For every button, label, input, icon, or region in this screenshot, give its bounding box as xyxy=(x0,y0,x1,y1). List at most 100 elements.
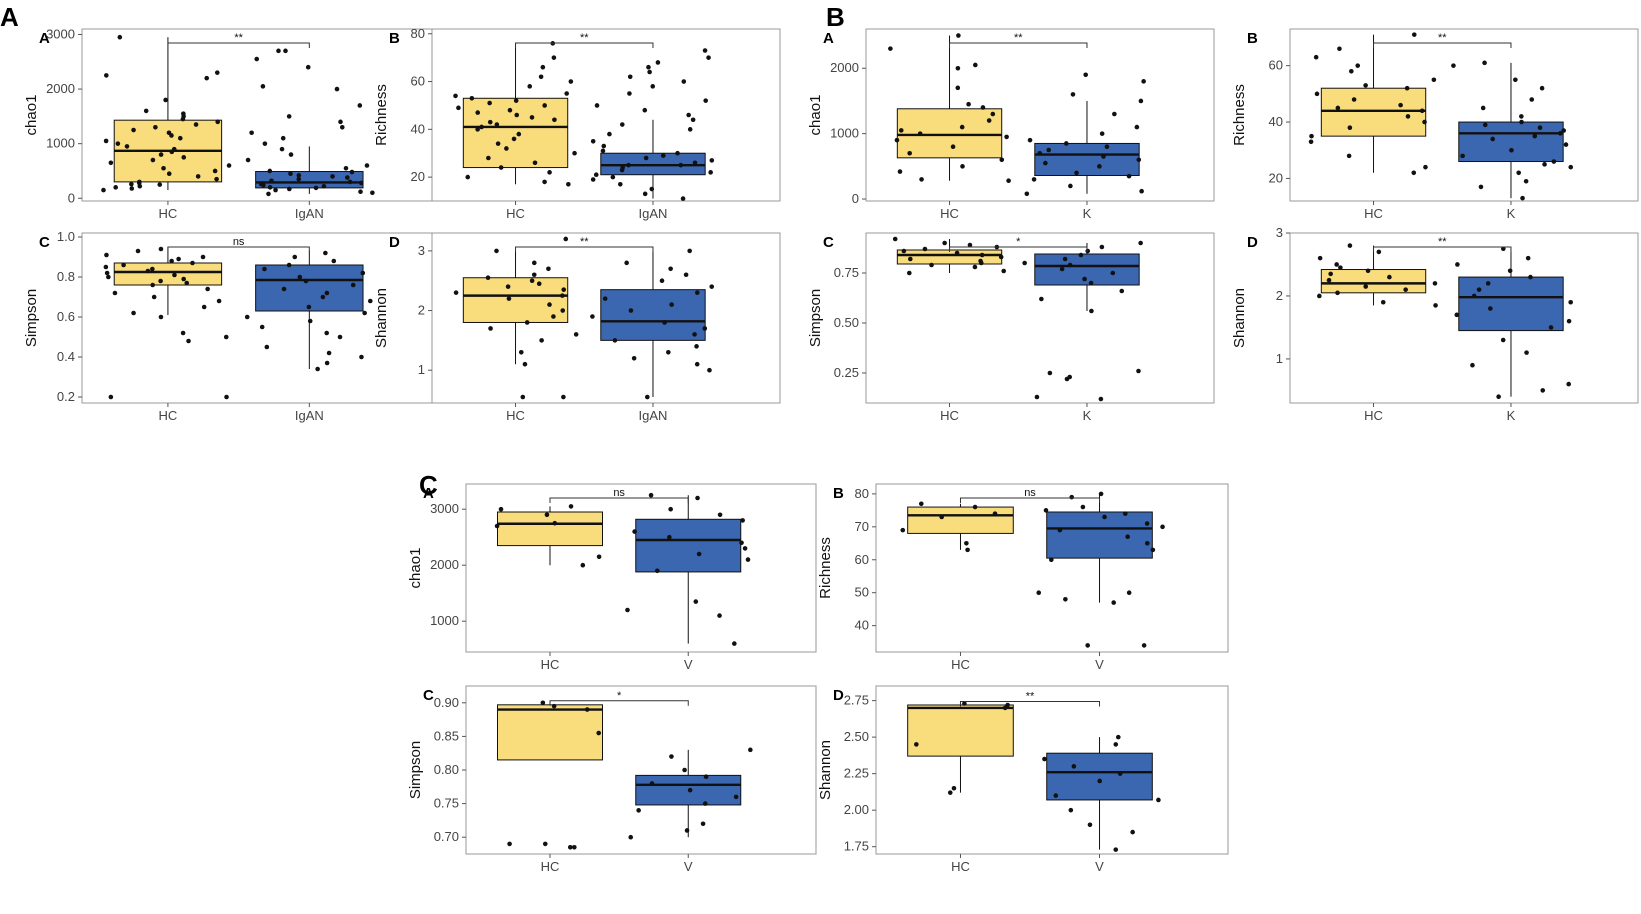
data-point xyxy=(695,290,700,295)
data-point xyxy=(901,248,907,254)
significance-label: ** xyxy=(234,32,243,44)
data-point xyxy=(216,298,222,304)
significance-label: ns xyxy=(613,487,625,499)
data-point xyxy=(360,270,366,276)
significance-label: ** xyxy=(580,32,589,44)
data-point xyxy=(1423,164,1428,170)
y-axis-title: chao1 xyxy=(807,95,824,136)
data-point xyxy=(733,794,739,800)
data-point xyxy=(1037,150,1043,156)
data-point xyxy=(161,165,166,171)
significance-bracket xyxy=(515,42,654,48)
data-point xyxy=(101,187,106,193)
data-point xyxy=(339,124,345,130)
data-point xyxy=(514,112,520,118)
data-point xyxy=(551,703,557,709)
x-tick-label: HC xyxy=(541,657,560,672)
data-point xyxy=(224,394,229,400)
y-tick-label: 60 xyxy=(855,552,869,567)
data-point xyxy=(151,294,157,300)
data-point xyxy=(320,294,326,300)
data-point xyxy=(1099,131,1105,136)
section-label: C xyxy=(419,470,438,500)
data-point xyxy=(276,48,281,54)
significance-bracket xyxy=(167,246,310,252)
data-point xyxy=(1119,288,1125,294)
data-point xyxy=(966,101,971,107)
data-point xyxy=(103,264,109,270)
data-point xyxy=(538,74,544,80)
x-tick-label: IgAN xyxy=(639,408,668,423)
data-point xyxy=(1004,134,1009,140)
data-point xyxy=(693,599,699,604)
box xyxy=(497,511,603,547)
data-point xyxy=(129,186,135,191)
data-point xyxy=(1507,268,1513,274)
data-point xyxy=(334,86,340,92)
y-axis-title: Shannon xyxy=(817,740,834,800)
panel-label: B xyxy=(833,485,844,502)
data-point xyxy=(112,290,118,296)
data-point xyxy=(326,350,332,356)
data-point xyxy=(1099,244,1105,250)
x-tick-label: K xyxy=(1083,408,1092,423)
data-point xyxy=(692,332,697,337)
y-tick-label: 0.85 xyxy=(434,728,459,743)
x-tick-label: IgAN xyxy=(295,408,324,423)
data-point xyxy=(1136,157,1142,163)
data-point xyxy=(163,97,168,103)
data-point xyxy=(1454,312,1460,318)
data-point xyxy=(296,173,302,178)
data-point xyxy=(567,844,573,850)
data-point xyxy=(1346,153,1352,159)
plot-frame xyxy=(81,232,441,404)
data-point xyxy=(628,834,634,840)
data-point xyxy=(649,781,655,786)
section-label: B xyxy=(826,2,845,32)
data-point xyxy=(681,79,687,84)
data-point xyxy=(158,314,164,320)
box xyxy=(907,506,1014,534)
data-point xyxy=(494,122,500,127)
data-point xyxy=(1024,191,1030,197)
data-point xyxy=(1039,296,1044,302)
y-axis-title: Richness xyxy=(817,537,834,599)
data-point xyxy=(195,174,201,179)
data-point xyxy=(602,296,608,301)
data-point xyxy=(540,64,546,70)
data-point xyxy=(1098,396,1104,402)
y-tick-label: 80 xyxy=(855,486,869,501)
data-point xyxy=(627,74,633,80)
data-point xyxy=(214,70,220,75)
y-axis-title: Richness xyxy=(373,84,390,146)
data-point xyxy=(700,821,706,827)
box xyxy=(1320,269,1427,294)
data-point xyxy=(262,266,267,272)
data-point xyxy=(1513,77,1518,83)
y-tick-label: 0.70 xyxy=(434,829,459,844)
data-point xyxy=(286,262,292,268)
data-point xyxy=(684,828,690,833)
data-point xyxy=(544,512,550,518)
y-axis-title: Richness xyxy=(1231,84,1248,146)
panel-c-b: B 40 50 60 70 80 Richness HC Vns xyxy=(817,483,1229,672)
box-group-hc xyxy=(497,700,603,850)
data-point xyxy=(488,326,493,331)
box-group-k xyxy=(1451,60,1574,201)
significance-label: ** xyxy=(1014,32,1023,44)
data-point xyxy=(507,107,513,113)
data-point xyxy=(1031,177,1037,182)
x-tick-label: HC xyxy=(940,408,959,423)
data-point xyxy=(922,246,928,252)
data-point xyxy=(1141,643,1147,648)
data-point xyxy=(590,138,596,144)
data-point xyxy=(305,64,311,70)
data-point xyxy=(259,324,265,330)
data-point xyxy=(1551,159,1557,164)
data-point xyxy=(1074,170,1079,176)
data-point xyxy=(973,62,978,68)
data-point xyxy=(546,266,551,272)
y-tick-label: 1 xyxy=(1276,351,1283,366)
box xyxy=(1320,87,1427,137)
box xyxy=(462,97,569,169)
